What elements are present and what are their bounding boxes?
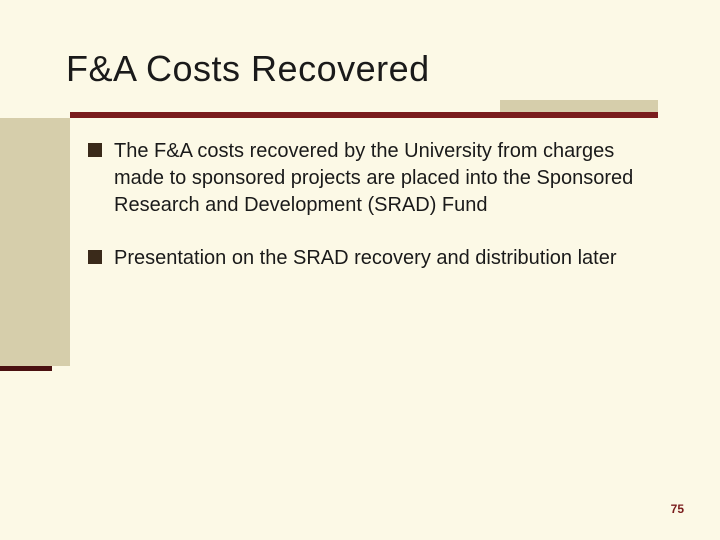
bullet-text: Presentation on the SRAD recovery and di… [114, 245, 617, 272]
bullet-text: The F&A costs recovered by the Universit… [114, 138, 648, 219]
slide-content: The F&A costs recovered by the Universit… [88, 138, 648, 298]
slide: F&A Costs Recovered The F&A costs recove… [0, 0, 720, 540]
slide-title: F&A Costs Recovered [66, 48, 430, 90]
accent-tick-left [0, 366, 52, 371]
square-bullet-icon [88, 250, 102, 264]
page-number: 75 [671, 502, 684, 516]
bullet-item: Presentation on the SRAD recovery and di… [88, 245, 648, 272]
square-bullet-icon [88, 143, 102, 157]
accent-block-left [0, 118, 70, 366]
bullet-item: The F&A costs recovered by the Universit… [88, 138, 648, 219]
title-underline [70, 112, 658, 118]
accent-block-top [500, 100, 658, 112]
